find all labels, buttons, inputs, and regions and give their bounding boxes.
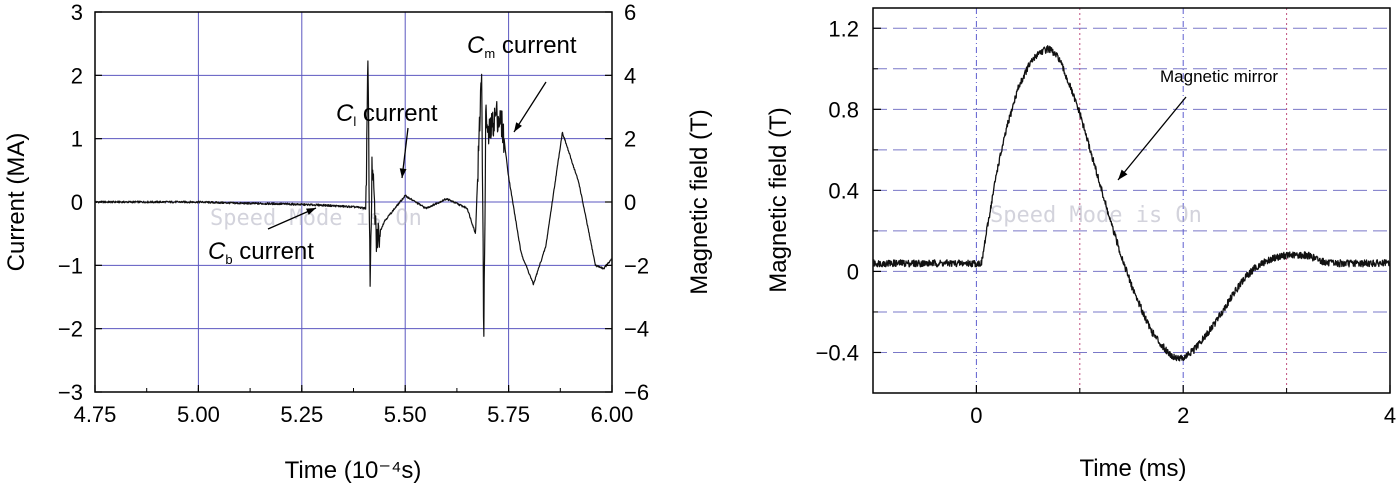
right-y-tick-label: −0.4	[816, 340, 859, 365]
left-right-tick-label: −2	[624, 253, 649, 278]
left-right-tick-label: 6	[624, 0, 636, 25]
right-ticks: 0 2 4 1.2 0.8 0.4 0 −0.4	[816, 16, 1397, 428]
right-x-tick-label: 4	[1384, 403, 1396, 428]
left-watermark: Speed Mode is On	[210, 206, 422, 231]
left-y-tick-label: 2	[71, 63, 83, 88]
right-annotation-arrows	[1117, 96, 1187, 181]
left-annotation-arrows	[267, 81, 547, 230]
left-x-axis-label: Time (10⁻⁴s)	[285, 457, 422, 484]
right-arrowhead	[1118, 169, 1128, 180]
left-x-tick-label: 4.75	[74, 402, 117, 427]
left-ticks: 4.75 5.00 5.25 5.50 5.75 6.00 3 6 2 4 1 2 0 0 −1 −2 −2 −4…	[58, 0, 649, 427]
left-annotation-cl: Cl current	[336, 100, 438, 129]
right-series-line	[872, 45, 1391, 362]
left-right-tick-label: −6	[624, 380, 649, 405]
left-x-tick-label: 5.75	[487, 402, 530, 427]
left-right-tick-label: 4	[624, 63, 636, 88]
left-y-tick-label: 1	[71, 127, 83, 152]
left-annotation-cb: Cb current	[208, 238, 314, 267]
left-x-tick-label: 6.00	[591, 402, 634, 427]
left-arrowhead	[514, 122, 522, 132]
right-x-tick-label: 0	[970, 403, 982, 428]
left-right-axis-label: Magnetic field (T)	[686, 109, 713, 294]
left-arrowhead	[306, 208, 316, 215]
right-annotation-arrow	[1117, 96, 1187, 181]
left-x-tick-label: 5.50	[384, 402, 427, 427]
right-annotation-mirror: Magnetic mirror	[1160, 67, 1278, 86]
right-y-tick-label: 1.2	[828, 16, 859, 41]
right-watermark: Speed Mode is On	[990, 203, 1202, 228]
left-annotation-cm: Cm current	[467, 32, 577, 61]
left-y-tick-label: 3	[71, 0, 83, 25]
left-arrowhead	[399, 168, 407, 178]
left-right-tick-label: 2	[624, 127, 636, 152]
left-y-tick-label: −2	[58, 317, 83, 342]
left-x-tick-label: 5.00	[177, 402, 220, 427]
right-plot-frame	[872, 7, 1391, 394]
right-y-tick-label: 0.8	[828, 97, 859, 122]
right-y-axis-label: Magnetic field (T)	[765, 107, 792, 292]
left-y-tick-label: −1	[58, 253, 83, 278]
left-annotation-arrow	[513, 81, 547, 133]
right-grid	[873, 8, 1390, 393]
right-chart: Speed Mode is On 0 2 4 1.2 0.8 0.4 0 −0.4 Magne…	[765, 7, 1397, 482]
right-y-tick-label: 0.4	[828, 178, 859, 203]
left-y-tick-label: −3	[58, 380, 83, 405]
right-x-axis-label: Time (ms)	[1079, 455, 1186, 482]
right-x-tick-label: 2	[1177, 403, 1189, 428]
left-right-tick-label: 0	[624, 190, 636, 215]
right-y-tick-label: 0	[847, 259, 859, 284]
left-x-tick-label: 5.25	[280, 402, 323, 427]
left-chart: Speed Mode is On 4.75 5.00 5.25 5.50 5.75 6.0…	[3, 0, 713, 484]
left-y-tick-label: 0	[71, 190, 83, 215]
left-right-tick-label: −4	[624, 317, 649, 342]
left-y-axis-label: Current (MA)	[3, 133, 30, 272]
left-series-line	[94, 60, 613, 337]
